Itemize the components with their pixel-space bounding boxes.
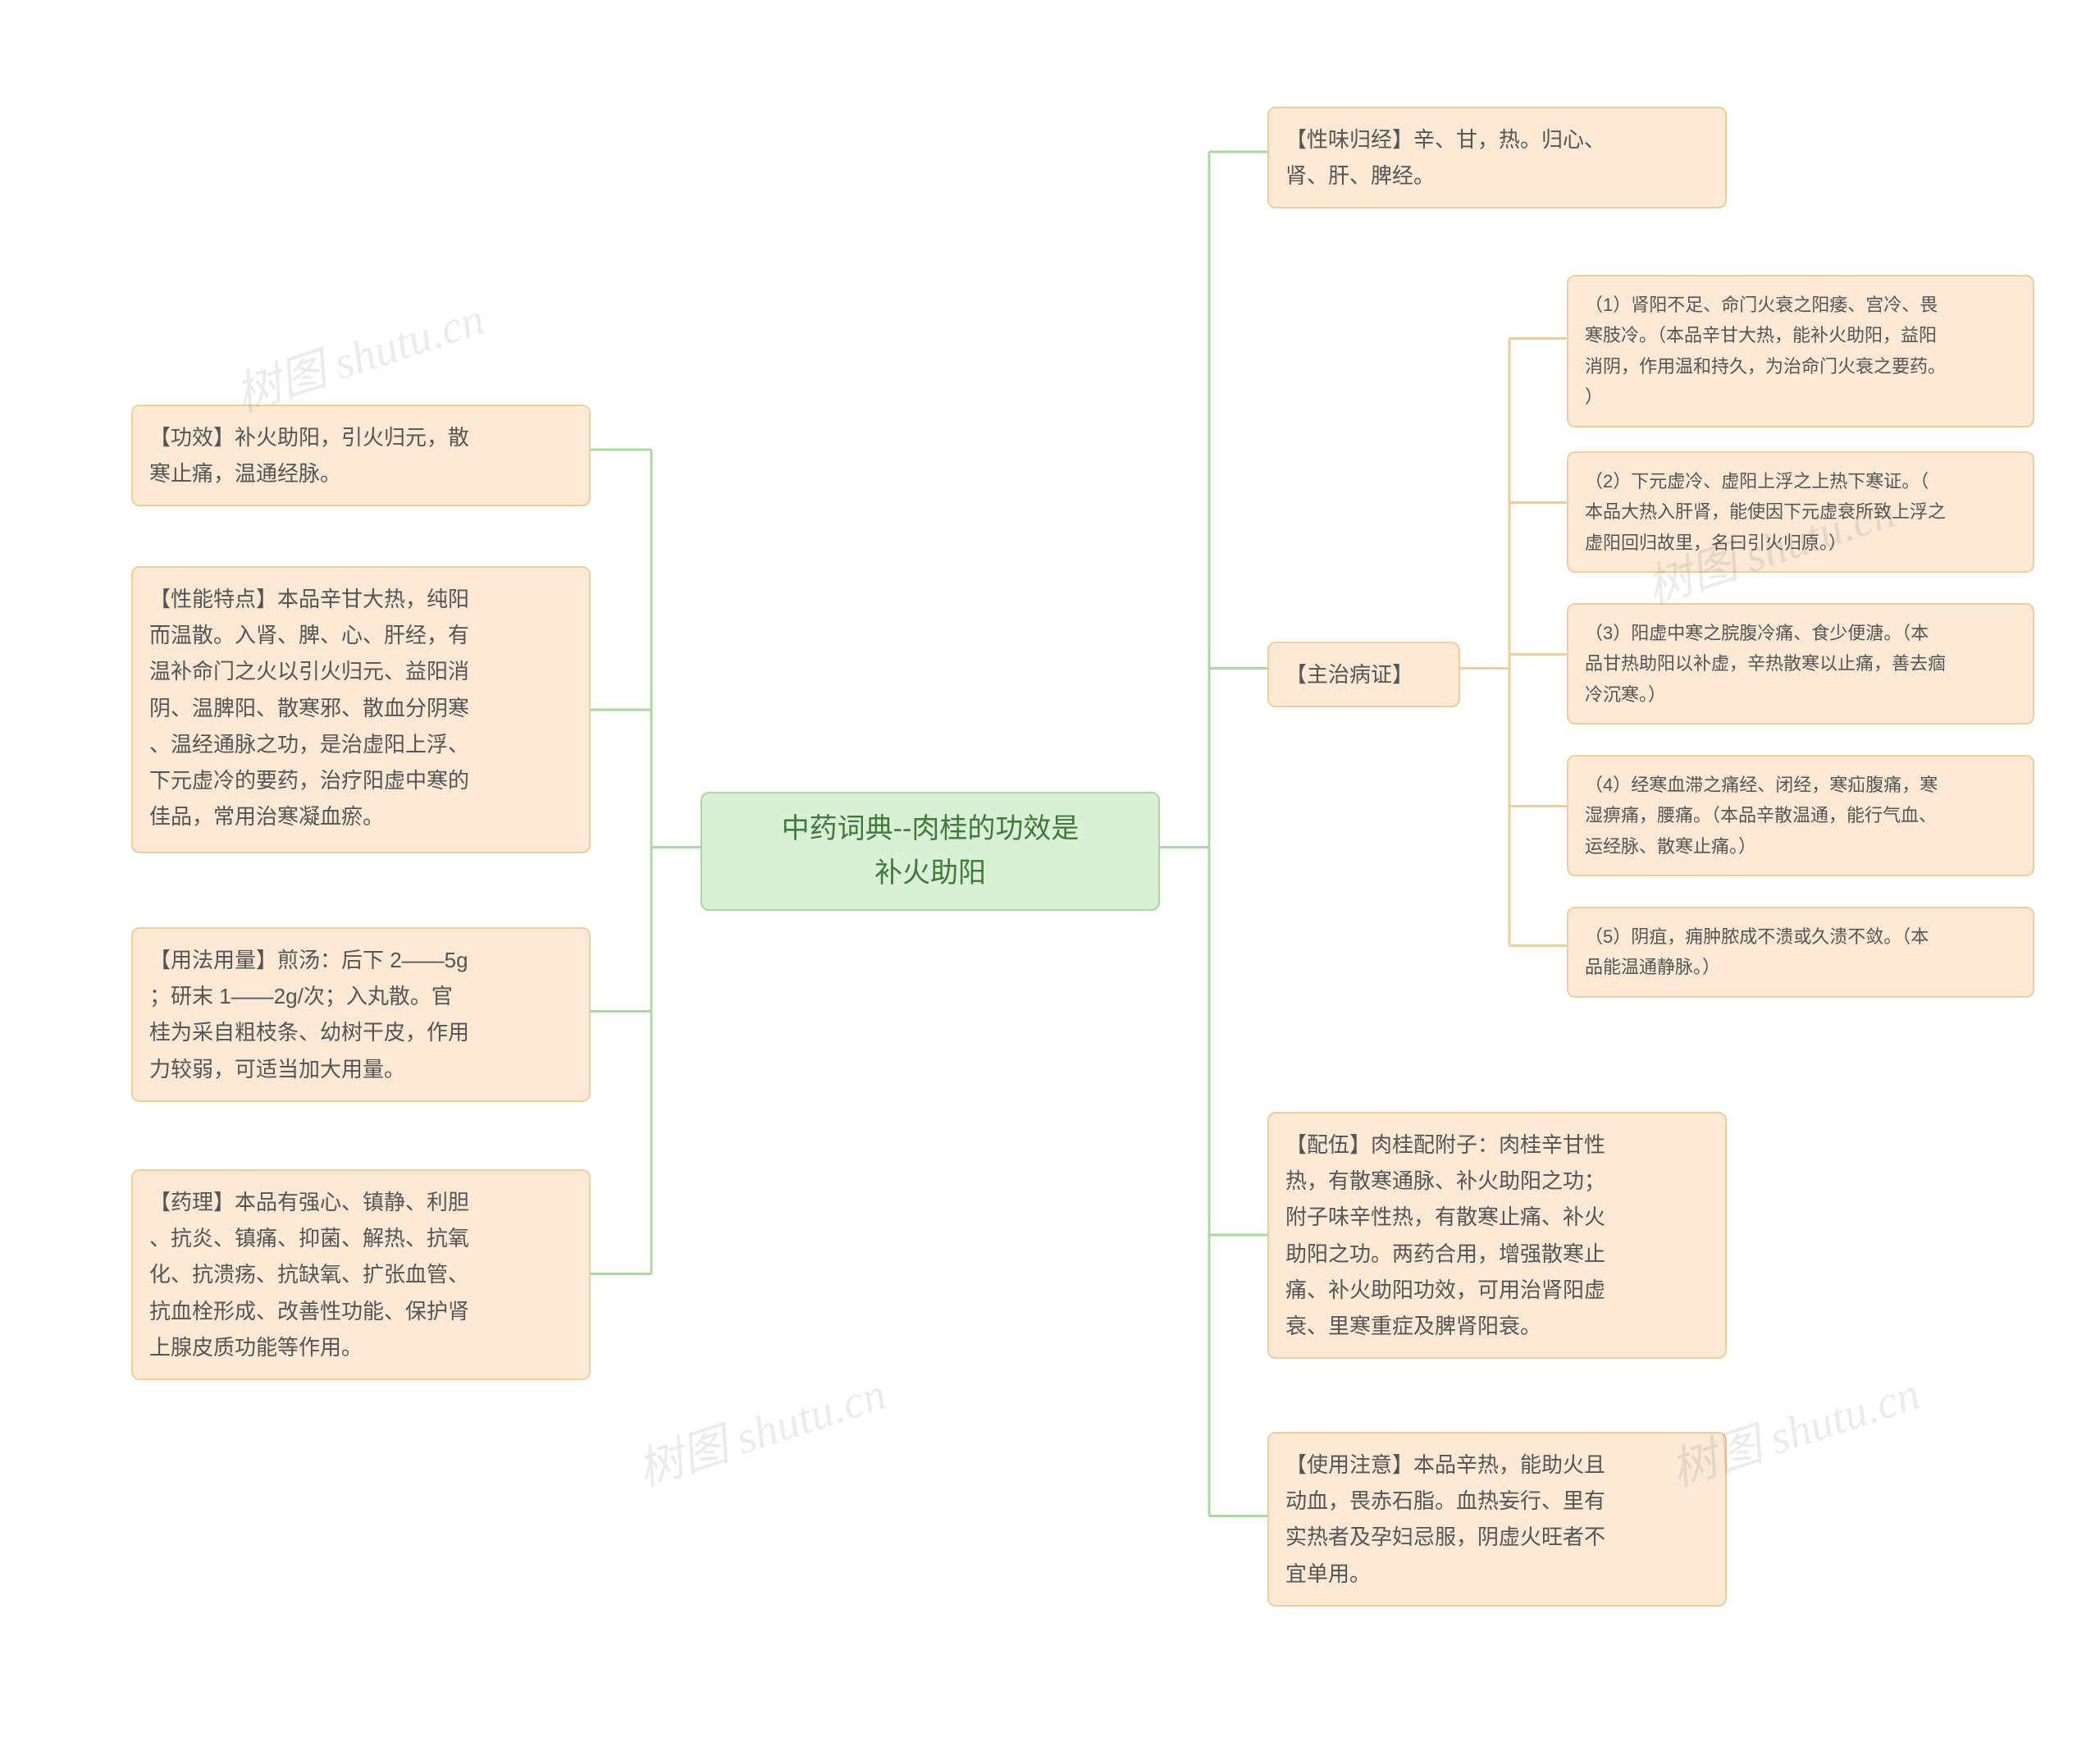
mindmap-node: （2）下元虚冷、虚阳上浮之上热下寒证。（ 本品大热入肝肾，能使因下元虚衰所致上浮… — [1567, 451, 2034, 573]
mindmap-node: 【性味归经】辛、甘，热。归心、 肾、肝、脾经。 — [1267, 107, 1727, 208]
mindmap-node: 【用法用量】煎汤：后下 2——5g ；研末 1——2g/次；入丸散。官 桂为采自… — [131, 927, 591, 1102]
mindmap-node: 【性能特点】本品辛甘大热，纯阳 而温散。入肾、脾、心、肝经，有 温补命门之火以引… — [131, 566, 591, 853]
mindmap-node: （3）阳虚中寒之脘腹冷痛、食少便溏。（本 品甘热助阳以补虚，辛热散寒以止痛，善去… — [1567, 603, 2034, 725]
mindmap-node: 中药词典--肉桂的功效是 补火助阳 — [701, 792, 1160, 911]
watermark: 树图 shutu.cn — [628, 1356, 893, 1499]
mindmap-node: 【配伍】肉桂配附子：肉桂辛甘性 热，有散寒通脉、补火助阳之功； 附子味辛性热，有… — [1267, 1112, 1727, 1359]
mindmap-node: 【主治病证】 — [1267, 642, 1460, 707]
mindmap-node: （4）经寒血滞之痛经、闭经，寒疝腹痛，寒 湿痹痛，腰痛。（本品辛散温通，能行气血… — [1567, 755, 2034, 876]
mindmap-node: 【功效】补火助阳，引火归元，散 寒止痛，温通经脉。 — [131, 405, 591, 506]
mindmap-node: 【使用注意】本品辛热，能助火且 动血，畏赤石脂。血热妄行、里有 实热者及孕妇忌服… — [1267, 1432, 1727, 1607]
watermark: 树图 shutu.cn — [226, 281, 491, 424]
mindmap-node: （5）阴疽，痈肿脓成不溃或久溃不敛。（本 品能温通静脉。） — [1567, 907, 2034, 998]
mindmap-node: 【药理】本品有强心、镇静、利胆 、抗炎、镇痛、抑菌、解热、抗氧 化、抗溃疡、抗缺… — [131, 1169, 591, 1380]
mindmap-node: （1）肾阳不足、命门火衰之阳痿、宫冷、畏 寒肢冷。（本品辛甘大热，能补火助阳，益… — [1567, 275, 2034, 427]
